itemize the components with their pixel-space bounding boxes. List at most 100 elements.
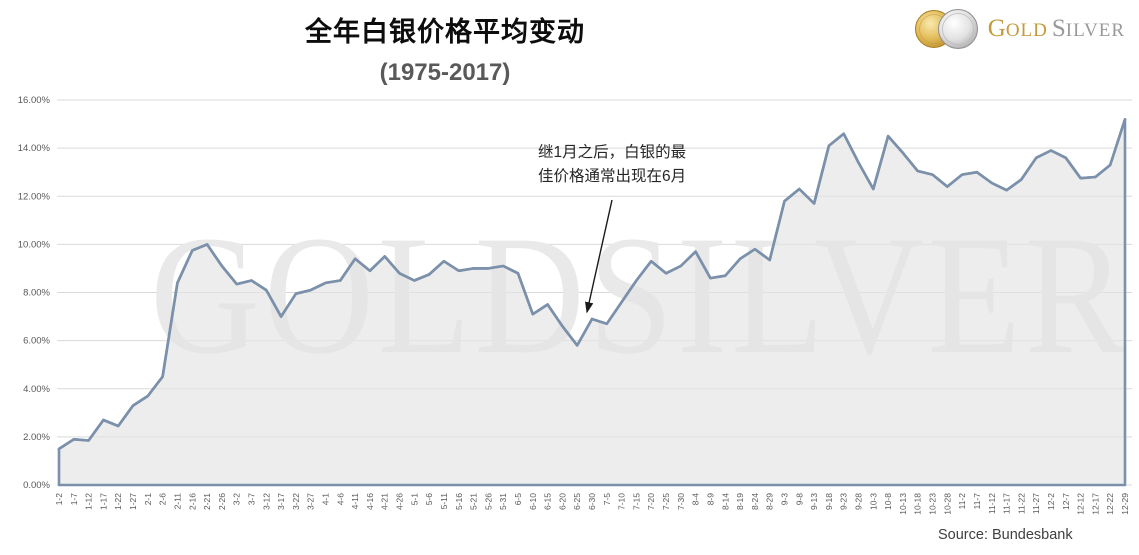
x-tick-label: 11-17: [1002, 493, 1012, 514]
y-tick-label: 10.00%: [18, 239, 51, 250]
x-tick-label: 7-15: [631, 493, 641, 510]
x-tick-label: 8-19: [735, 493, 745, 510]
x-tick-label: 1-22: [113, 493, 123, 510]
x-tick-label: 1-2: [54, 493, 64, 506]
x-tick-label: 12-2: [1046, 493, 1056, 510]
y-tick-label: 12.00%: [18, 191, 51, 202]
x-tick-label: 4-6: [335, 493, 345, 506]
x-tick-label: 11-7: [972, 493, 982, 510]
x-tick-label: 8-9: [705, 493, 715, 506]
x-tick-label: 2-11: [172, 493, 182, 510]
brand-silver-initial: S: [1051, 15, 1066, 42]
x-tick-label: 4-11: [350, 493, 360, 510]
x-tick-label: 12-12: [1076, 493, 1086, 515]
brand-gold-initial: G: [987, 15, 1006, 42]
brand-silver-text: ILVER: [1065, 20, 1125, 41]
x-tick-label: 6-15: [543, 493, 553, 510]
x-tick-label: 4-26: [395, 493, 405, 510]
x-tick-label: 3-22: [291, 493, 301, 510]
brand-wordmark: GOLD SILVER: [988, 15, 1125, 43]
x-tick-label: 5-26: [483, 493, 493, 510]
x-tick-label: 11-27: [1031, 493, 1041, 514]
x-tick-label: 2-21: [202, 493, 212, 510]
x-tick-label: 9-8: [794, 493, 804, 506]
page-title: 全年白银价格平均变动: [305, 17, 585, 47]
x-tick-label: 1-12: [84, 493, 94, 510]
x-tick-label: 9-3: [779, 493, 789, 506]
y-tick-label: 14.00%: [18, 143, 51, 154]
x-tick-label: 11-2: [957, 493, 967, 510]
x-tick-label: 3-7: [246, 493, 256, 506]
x-tick-label: 5-21: [469, 493, 479, 510]
brand-logo: GOLD SILVER: [914, 6, 1125, 52]
y-tick-label: 2.00%: [23, 432, 50, 443]
x-tick-label: 6-10: [528, 493, 538, 510]
x-tick-label: 12-7: [1061, 493, 1071, 510]
x-tick-label: 12-22: [1105, 493, 1115, 515]
x-tick-label: 4-21: [380, 493, 390, 510]
x-tick-label: 1-27: [128, 493, 138, 510]
annotation-callout: 继1月之后，白银的最 佳价格通常出现在6月: [538, 141, 686, 189]
x-tick-label: 9-28: [854, 493, 864, 510]
x-tick-label: 9-23: [839, 493, 849, 510]
y-tick-label: 6.00%: [23, 336, 50, 347]
x-tick-label: 7-10: [617, 493, 627, 510]
source-credit: Source: Bundesbank: [938, 527, 1073, 543]
chart-header: 全年白银价格平均变动 (1975-2017): [155, 10, 735, 87]
x-tick-label: 8-29: [765, 493, 775, 510]
x-tick-label: 8-14: [720, 493, 730, 510]
x-tick-label: 9-18: [824, 493, 834, 510]
x-tick-label: 10-28: [942, 493, 952, 515]
x-tick-label: 10-23: [928, 493, 938, 515]
x-tick-label: 7-20: [646, 493, 656, 510]
x-tick-label: 10-8: [883, 493, 893, 510]
x-tick-label: 7-5: [602, 493, 612, 506]
x-tick-label: 4-1: [321, 493, 331, 506]
y-tick-label: 4.00%: [23, 384, 50, 395]
x-tick-label: 5-1: [409, 493, 419, 506]
x-tick-label: 4-16: [365, 493, 375, 510]
silver-coin-icon: [937, 9, 978, 49]
x-tick-label: 12-17: [1090, 493, 1100, 515]
x-tick-label: 7-25: [661, 493, 671, 510]
x-tick-label: 8-4: [691, 493, 701, 506]
y-tick-label: 16.00%: [18, 95, 51, 106]
x-tick-label: 3-12: [261, 493, 271, 510]
x-tick-label: 6-20: [557, 493, 567, 510]
x-tick-label: 10-18: [913, 493, 923, 515]
x-tick-label: 1-7: [69, 493, 79, 506]
page-subtitle: (1975-2017): [379, 59, 511, 86]
x-tick-label: 12-29: [1120, 493, 1130, 515]
x-tick-label: 1-17: [98, 493, 108, 510]
annotation-line2: 佳价格通常出现在6月: [538, 168, 687, 186]
y-tick-label: 0.00%: [23, 480, 50, 491]
x-tick-label: 5-31: [498, 493, 508, 510]
x-tick-label: 10-3: [868, 493, 878, 510]
x-tick-label: 5-6: [424, 493, 434, 506]
x-tick-label: 6-30: [587, 493, 597, 510]
x-tick-label: 11-12: [987, 493, 997, 514]
x-tick-label: 7-30: [676, 493, 686, 510]
x-tick-label: 11-22: [1016, 493, 1026, 514]
annotation-line1: 继1月之后，白银的最: [538, 144, 687, 161]
x-tick-label: 6-25: [572, 493, 582, 510]
x-tick-label: 2-26: [217, 493, 227, 510]
brand-gold-text: OLD: [1005, 20, 1048, 41]
annotation-arrow: [585, 199, 613, 314]
x-tick-label: 3-2: [232, 493, 242, 506]
x-tick-label: 5-16: [454, 493, 464, 510]
price-line-series: [57, 118, 1127, 451]
coin-icons: [914, 9, 978, 49]
x-tick-label: 8-24: [750, 493, 760, 510]
x-tick-label: 9-13: [809, 493, 819, 510]
x-tick-label: 10-13: [898, 493, 908, 515]
x-tick-label: 2-1: [143, 493, 153, 506]
x-tick-label: 2-16: [187, 493, 197, 510]
x-tick-label: 6-5: [513, 493, 523, 506]
x-tick-label: 3-27: [306, 493, 316, 510]
x-tick-label: 3-17: [276, 493, 286, 510]
y-tick-label: 8.00%: [23, 288, 50, 299]
x-tick-label: 2-6: [158, 493, 168, 506]
x-tick-label: 5-11: [439, 493, 449, 510]
